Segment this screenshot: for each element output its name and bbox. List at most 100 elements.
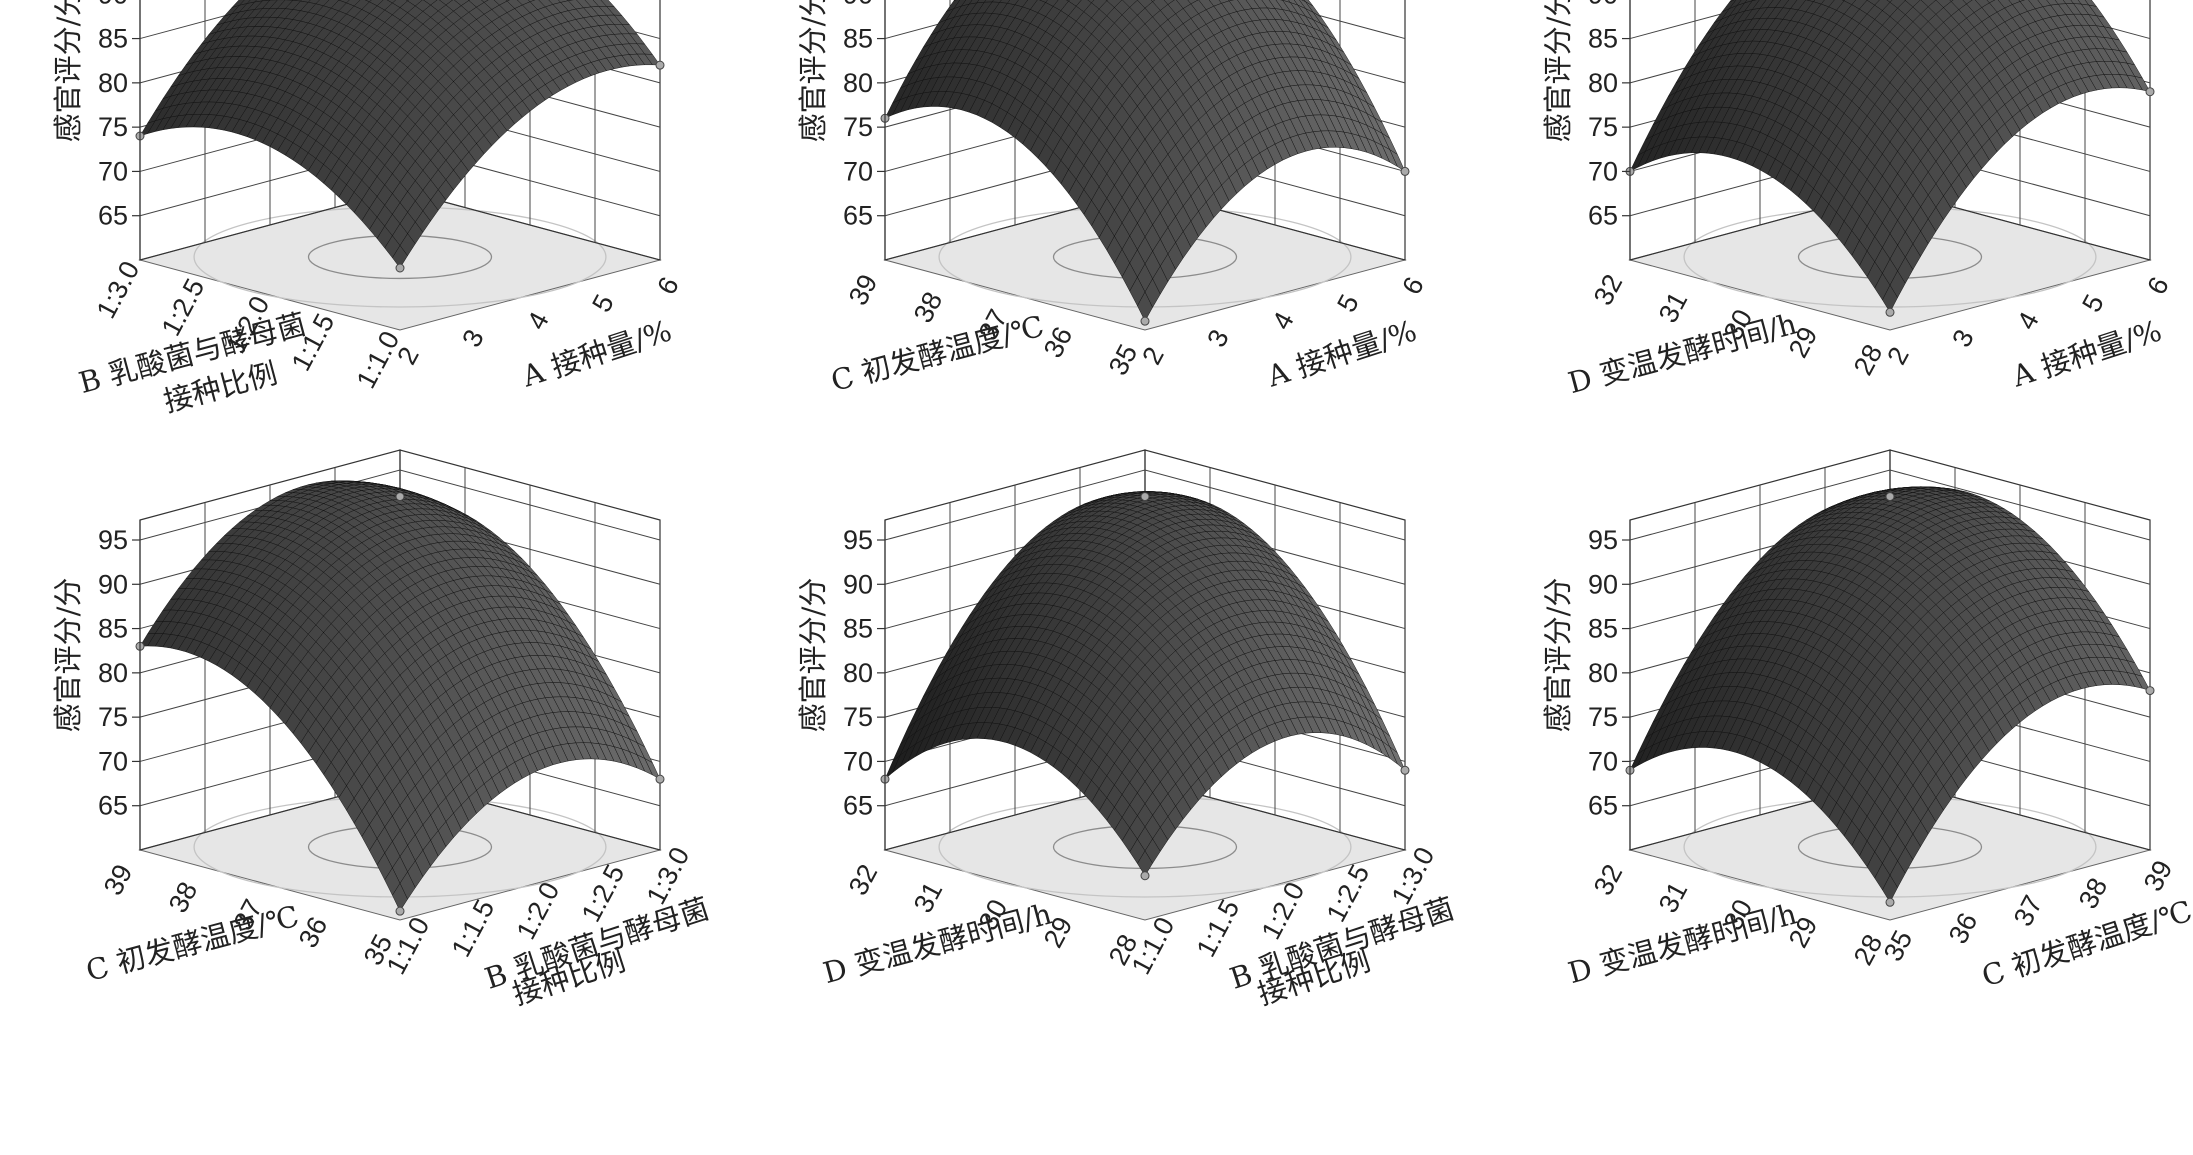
- z-tick-label: 80: [98, 658, 128, 688]
- right-axis-label: C 初发酵温度/℃: [1978, 894, 2193, 994]
- response-surface-mesh: [884, 0, 1406, 322]
- right-axis-tick-label: 4: [1266, 307, 1300, 334]
- z-tick-label: 70: [843, 156, 873, 186]
- right-axis-tick-label: 5: [586, 290, 620, 317]
- surface-panel-1: 65707580859095感官评分/分1:1.01:1.51:2.01:2.5…: [51, 0, 685, 419]
- z-tick-label: 85: [843, 614, 873, 644]
- right-axis-tick-label: 36: [1943, 908, 1984, 949]
- surface-corner-point: [395, 492, 405, 502]
- right-axis-tick-label: 6: [1396, 272, 1430, 299]
- z-axis-label: 感官评分/分: [51, 0, 85, 142]
- z-tick-label: 90: [843, 569, 873, 599]
- z-tick-label: 80: [843, 68, 873, 98]
- z-tick-label: 90: [1588, 569, 1618, 599]
- z-tick-label: 75: [98, 112, 128, 142]
- surface-corner-point: [2145, 686, 2155, 696]
- left-axis-tick-label: 35: [1103, 339, 1144, 380]
- z-tick-label: 85: [843, 24, 873, 54]
- right-axis-tick-label: 6: [651, 272, 685, 299]
- left-axis-tick-label: 32: [1588, 859, 1629, 900]
- response-surface-mesh: [139, 0, 661, 269]
- z-tick-label: 90: [1588, 0, 1618, 9]
- right-axis-tick-label: 3: [1946, 325, 1980, 352]
- z-tick-label: 85: [1588, 24, 1618, 54]
- z-tick-label: 85: [98, 614, 128, 644]
- left-axis-tick-label: 1:1.0: [351, 326, 406, 393]
- z-tick-label: 80: [98, 68, 128, 98]
- back-wall-right: [399, 0, 661, 261]
- z-tick-label: 70: [1588, 156, 1618, 186]
- surface-corner-point: [1140, 316, 1150, 326]
- left-axis-tick-label: 38: [908, 287, 949, 328]
- left-axis-tick-label: 32: [1588, 269, 1629, 310]
- right-axis-tick-label: 35: [1878, 925, 1919, 966]
- z-tick-label: 65: [1588, 201, 1618, 231]
- back-wall-right: [1144, 0, 1406, 261]
- z-tick-label: 65: [843, 201, 873, 231]
- surface-corner-point: [2145, 87, 2155, 97]
- z-axis-label: 感官评分/分: [1541, 578, 1575, 733]
- z-tick-label: 75: [1588, 112, 1618, 142]
- z-tick-label: 75: [843, 112, 873, 142]
- z-tick-label: 70: [843, 746, 873, 776]
- z-tick-label: 80: [843, 658, 873, 688]
- z-tick-label: 65: [1588, 791, 1618, 821]
- wall-gridline: [139, 469, 661, 541]
- surface-corner-point: [1140, 871, 1150, 881]
- surface-corner-point: [655, 60, 665, 70]
- right-axis-tick-label: 5: [2076, 290, 2110, 317]
- right-axis-tick-label: 4: [2011, 307, 2045, 334]
- left-axis-tick-label: 39: [98, 859, 139, 900]
- z-tick-label: 90: [98, 569, 128, 599]
- surface-corner-point: [395, 906, 405, 916]
- right-axis-tick-label: 38: [2073, 873, 2114, 914]
- surface-corner-point: [1400, 166, 1410, 176]
- left-axis-tick-label: 28: [1848, 339, 1889, 380]
- z-axis-label: 感官评分/分: [1541, 0, 1575, 142]
- z-axis-label: 感官评分/分: [796, 578, 830, 733]
- surface-corner-point: [1400, 765, 1410, 775]
- z-tick-label: 75: [98, 702, 128, 732]
- z-tick-label: 70: [1588, 746, 1618, 776]
- surface-corner-point: [655, 774, 665, 784]
- z-axis-label: 感官评分/分: [796, 0, 830, 142]
- right-axis-tick-label: 6: [2141, 272, 2175, 299]
- right-axis-tick-label: 2: [391, 342, 425, 369]
- response-surface-mesh: [1629, 486, 2151, 903]
- z-tick-label: 80: [1588, 658, 1618, 688]
- right-axis-tick-label: 2: [1881, 342, 1915, 369]
- right-axis-tick-label: 3: [1201, 325, 1235, 352]
- left-axis-tick-label: 31: [1653, 877, 1694, 918]
- surface-corner-point: [1140, 492, 1150, 502]
- right-axis-tick-label: 37: [2008, 890, 2049, 931]
- surface-corner-point: [1885, 307, 1895, 317]
- z-axis-label: 感官评分/分: [51, 578, 85, 733]
- z-tick-label: 95: [1588, 525, 1618, 555]
- left-axis-tick-label: 32: [843, 859, 884, 900]
- left-axis-label: C 初发酵温度/℃: [82, 899, 302, 988]
- right-axis-tick-label: 5: [1331, 290, 1365, 317]
- response-surface-mesh: [139, 480, 661, 912]
- z-tick-label: 65: [98, 791, 128, 821]
- left-axis-tick-label: 31: [1653, 287, 1694, 328]
- z-tick-label: 95: [843, 525, 873, 555]
- z-tick-label: 90: [843, 0, 873, 9]
- z-tick-label: 75: [1588, 702, 1618, 732]
- z-tick-label: 95: [98, 525, 128, 555]
- right-axis-tick-label: 4: [521, 307, 555, 334]
- z-tick-label: 65: [843, 791, 873, 821]
- surface-corner-point: [1885, 492, 1895, 502]
- left-axis-tick-label: 1:3.0: [91, 256, 146, 323]
- z-tick-label: 70: [98, 156, 128, 186]
- surface-corner-point: [395, 263, 405, 273]
- z-tick-label: 80: [1588, 68, 1618, 98]
- left-axis-tick-label: 39: [843, 269, 884, 310]
- wall-gridline: [1629, 469, 2151, 541]
- response-surface-mesh: [884, 491, 1406, 877]
